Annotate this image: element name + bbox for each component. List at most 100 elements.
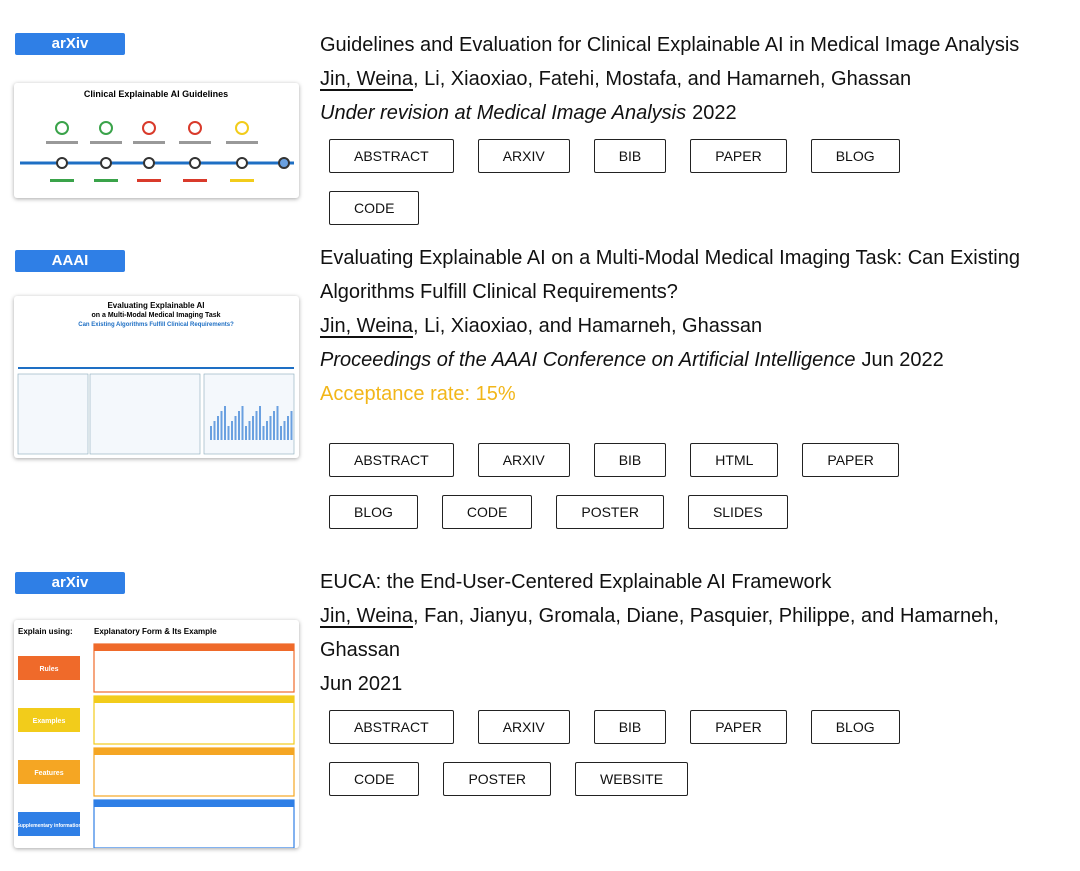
section-panel: [93, 799, 295, 848]
plot-bar: [227, 426, 230, 440]
venue-line: Jun 2021: [320, 667, 1032, 701]
buttons: ABSTRACT ARXIV BIB PAPER BLOG CODE: [329, 139, 1009, 225]
section-label: Supplementary information: [16, 823, 81, 829]
link-button[interactable]: ABSTRACT: [329, 710, 454, 744]
plot-bar: [210, 426, 212, 440]
plot-bar: [248, 421, 251, 440]
venue-badge: arXiv: [15, 33, 125, 55]
plot-bar: [276, 406, 279, 440]
author-self: Jin, Weina: [320, 315, 414, 337]
link-button[interactable]: BIB: [593, 139, 667, 173]
venue-line: Under revision at Medical Image Analysis…: [320, 96, 1032, 130]
timeline-node: [189, 157, 201, 169]
venue-badge: AAAI: [15, 250, 125, 272]
poster-panel: [203, 373, 295, 455]
link-button[interactable]: SLIDES: [687, 495, 788, 529]
venue: Under revision at Medical Image Analysis: [320, 102, 687, 124]
plot-bar: [280, 426, 282, 440]
plot-bar: [255, 411, 258, 440]
link-button[interactable]: ARXIV: [477, 139, 570, 173]
plot-bar: [238, 411, 240, 440]
link-button[interactable]: BLOG: [329, 495, 418, 529]
link-button[interactable]: PAPER: [802, 443, 899, 477]
timeline-node: [100, 157, 112, 169]
link-button[interactable]: ARXIV: [477, 710, 570, 744]
plot-bar: [231, 421, 233, 440]
link-button[interactable]: ABSTRACT: [329, 139, 454, 173]
thumb-title: Evaluating Explainable AI: [107, 301, 204, 310]
guideline-icon: [188, 121, 202, 135]
thumb-title: Explain using:: [18, 627, 73, 636]
link-button[interactable]: BLOG: [810, 710, 900, 744]
acceptance-note: Acceptance rate: 15%: [320, 383, 516, 405]
text-line: [137, 179, 161, 182]
buttons: ABSTRACT ARXIV BIB PAPER BLOG CODE POSTER WEBSI…: [329, 710, 1009, 796]
link-button[interactable]: ABSTRACT: [329, 443, 454, 477]
section-panel: [93, 695, 295, 745]
plot-bar: [287, 416, 289, 440]
text-line: [90, 141, 122, 144]
link-button[interactable]: POSTER: [556, 495, 664, 529]
link-button[interactable]: HTML: [690, 443, 779, 477]
text-line: [183, 179, 207, 182]
section-label-box: [18, 708, 80, 732]
publication-body: Guidelines and Evaluation for Clinical E…: [320, 28, 1032, 225]
link-button[interactable]: CODE: [441, 495, 533, 529]
plot-bar: [290, 411, 293, 440]
plot-bar: [217, 416, 219, 440]
authors-other: , Li, Xiaoxiao, and Hamarneh, Ghassan: [413, 315, 763, 337]
publication-body: Evaluating Explainable AI on a Multi-Mod…: [320, 241, 1032, 529]
plot-bar: [259, 406, 261, 440]
timeline-node: [56, 157, 68, 169]
venue-badge: arXiv: [15, 572, 125, 594]
thumb-tagline: Can Existing Algorithms Fulfill Clinical…: [78, 322, 234, 328]
section-label-box: [18, 760, 80, 784]
section-panel: [93, 643, 295, 693]
plot-bar: [273, 411, 275, 440]
publication-body: EUCA: the End-User-Centered Explainable …: [320, 565, 1032, 796]
author-self: Jin, Weina: [320, 605, 414, 627]
plot-bar: [269, 416, 272, 440]
timeline-node: [278, 157, 290, 169]
link-button[interactable]: CODE: [329, 191, 420, 225]
thumb-subtitle: Explanatory Form & Its Example: [94, 627, 217, 636]
section-label: Features: [34, 770, 63, 777]
plot-bar: [220, 411, 223, 440]
plot-bar: [234, 416, 237, 440]
text-line: [133, 141, 165, 144]
section-header: [94, 644, 294, 651]
link-button[interactable]: CODE: [329, 762, 420, 796]
buttons: ABSTRACT ARXIV BIB HTML PAPER BLOG CODE POSTER S…: [329, 443, 1009, 529]
plot-bar: [224, 406, 226, 440]
date: 2022: [692, 102, 737, 124]
thumb-title: Clinical Explainable AI Guidelines: [84, 89, 228, 99]
link-button[interactable]: PAPER: [690, 139, 787, 173]
thumb-subtitle: on a Multi-Modal Medical Imaging Task: [92, 312, 221, 319]
link-button[interactable]: PAPER: [690, 710, 787, 744]
link-button[interactable]: BLOG: [810, 139, 900, 173]
thumbnail: Clinical Explainable AI Guidelines: [14, 83, 299, 198]
section-header: [94, 800, 294, 807]
venue-line: Proceedings of the AAAI Conference on Ar…: [320, 343, 1032, 377]
link-button[interactable]: BIB: [593, 710, 667, 744]
thumbnail-image: Evaluating Explainable AI on a Multi-Moda…: [17, 301, 295, 455]
section-label-box: [18, 812, 80, 836]
guideline-icon: [99, 121, 113, 135]
link-button[interactable]: POSTER: [443, 762, 552, 796]
thumbnail-image: Clinical Explainable AI Guidelines: [20, 89, 294, 182]
link-button[interactable]: BIB: [593, 443, 667, 477]
text-line: [230, 179, 254, 182]
authors: Jin, Weina, Li, Xiaoxiao, and Hamarneh, …: [320, 309, 1032, 343]
guideline-icon: [55, 121, 69, 135]
timeline-node: [143, 157, 155, 169]
link-button[interactable]: ARXIV: [477, 443, 570, 477]
text-line: [179, 141, 211, 144]
timeline-node: [236, 157, 248, 169]
text-line: [94, 179, 118, 182]
publication-title: Guidelines and Evaluation for Clinical E…: [320, 34, 1020, 56]
thumbnail: Evaluating Explainable AI on a Multi-Moda…: [14, 296, 299, 458]
link-button[interactable]: WEBSITE: [575, 762, 689, 796]
plot-bar: [262, 426, 265, 440]
section-header: [94, 748, 294, 755]
